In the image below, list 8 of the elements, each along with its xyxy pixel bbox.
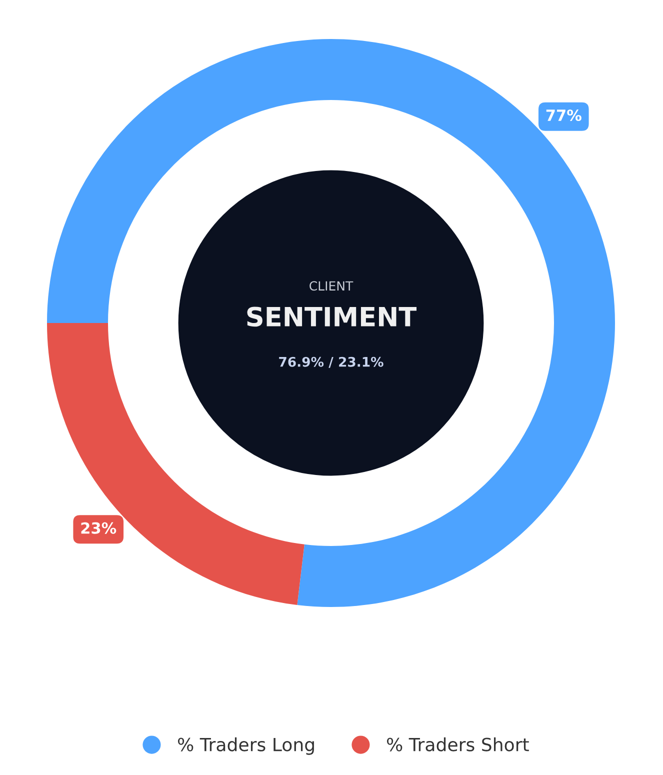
legend-label: % Traders Long (178, 737, 314, 755)
text: CLIENT (310, 281, 354, 291)
legend-label: % Traders Short (386, 737, 529, 752)
text: SENTIMENT (247, 306, 417, 327)
data-label: 77% (546, 109, 582, 122)
text: 76.9% / 23.1% (279, 356, 384, 368)
donut-slice (47, 39, 615, 607)
data-label: 23% (81, 522, 116, 534)
